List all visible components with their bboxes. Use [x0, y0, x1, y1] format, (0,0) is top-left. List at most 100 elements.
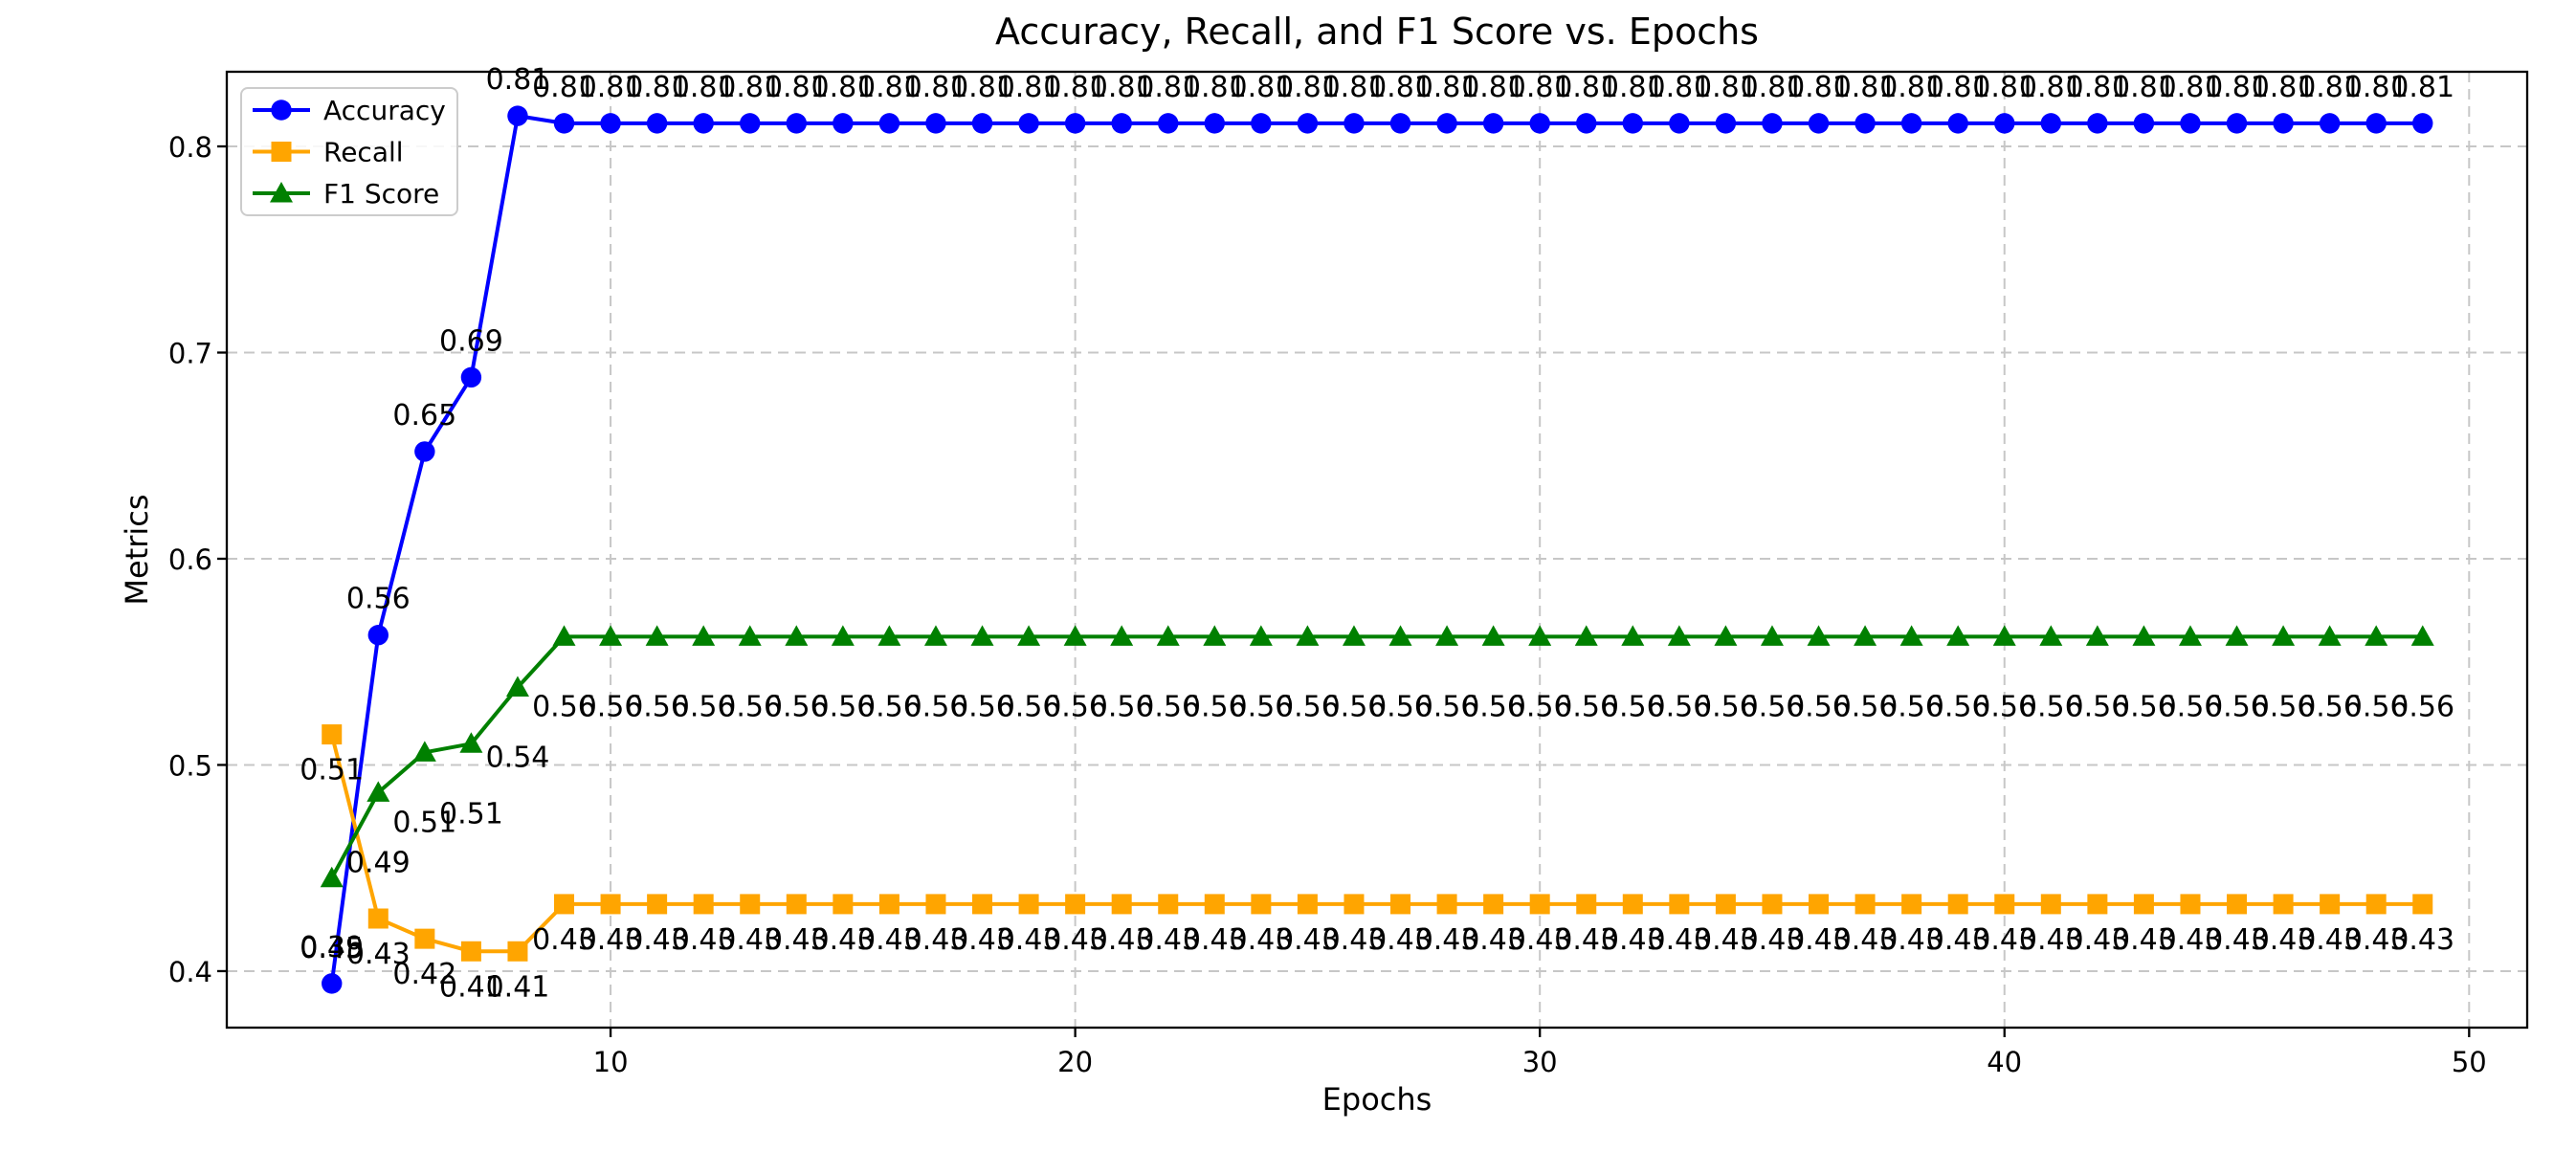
point-value-label: 0.56 [997, 690, 1061, 723]
point-value-label: 0.51 [439, 797, 503, 831]
point-value-label: 0.56 [1136, 690, 1200, 723]
point-value-label: 0.43 [1322, 923, 1387, 957]
point-value-label: 0.56 [950, 690, 1014, 723]
data-point-triangle [923, 625, 947, 646]
point-value-label: 0.56 [765, 690, 829, 723]
point-value-label: 0.56 [346, 583, 411, 616]
point-value-label: 0.56 [904, 690, 968, 723]
data-point-triangle [1667, 625, 1691, 646]
point-value-label: 0.56 [672, 690, 736, 723]
data-point-square [647, 894, 668, 915]
data-point-triangle [1435, 625, 1459, 646]
point-value-label: 0.56 [1183, 690, 1247, 723]
point-value-label: 0.81 [1322, 71, 1387, 104]
point-value-label: 0.81 [1787, 71, 1851, 104]
square-series-line [329, 734, 2423, 954]
data-point-circle [600, 113, 621, 134]
data-point-circle [2180, 113, 2201, 134]
data-point-circle [1622, 113, 1643, 134]
point-value-label: 0.81 [579, 71, 643, 104]
data-point-square [1901, 894, 1922, 915]
y-tick-label: 0.7 [168, 337, 212, 369]
data-point-square [322, 724, 343, 745]
data-point-triangle [831, 625, 855, 646]
data-point-circle [322, 973, 343, 994]
point-value-label: 0.43 [857, 923, 922, 957]
point-value-label: 0.49 [346, 846, 411, 879]
data-point-triangle [1899, 625, 1923, 646]
point-value-label: 0.56 [1508, 690, 1572, 723]
point-value-label: 0.81 [1415, 71, 1479, 104]
point-value-label: 0.43 [1090, 923, 1154, 957]
point-value-label: 0.43 [2298, 923, 2362, 957]
data-point-square [1251, 894, 1272, 915]
data-point-triangle [1528, 625, 1552, 646]
point-value-label: 0.81 [532, 71, 596, 104]
data-point-circle [2133, 113, 2155, 134]
point-value-label: 0.81 [1136, 71, 1200, 104]
point-value-label: 0.81 [2066, 71, 2130, 104]
point-value-label: 0.69 [439, 324, 503, 358]
point-value-label: 0.43 [1230, 923, 1294, 957]
point-value-label: 0.56 [1461, 690, 1525, 723]
data-point-circle [646, 113, 668, 134]
point-value-label: 0.81 [1368, 71, 1432, 104]
point-value-label: 0.81 [2252, 71, 2316, 104]
chart-title: Accuracy, Recall, and F1 Score vs. Epoch… [995, 11, 1759, 53]
data-point-square [2180, 894, 2201, 915]
data-point-square [1436, 894, 1457, 915]
data-point-triangle [2085, 625, 2109, 646]
point-value-label: 0.81 [1230, 71, 1294, 104]
data-point-circle [2087, 113, 2108, 134]
data-point-triangle [1063, 625, 1087, 646]
data-point-square [2320, 894, 2341, 915]
point-value-label: 0.51 [300, 754, 364, 787]
point-value-label: 0.56 [1741, 690, 1805, 723]
data-point-square [271, 142, 292, 162]
point-value-label: 0.81 [997, 71, 1061, 104]
data-point-circle [507, 105, 528, 126]
data-point-triangle [877, 625, 901, 646]
data-point-square [833, 894, 854, 915]
point-value-label: 0.43 [672, 923, 736, 957]
x-tick-label: 50 [2452, 1046, 2487, 1078]
point-value-label: 0.56 [2298, 690, 2362, 723]
point-value-label: 0.81 [1043, 71, 1107, 104]
point-value-label: 0.43 [1694, 923, 1758, 957]
point-value-label: 0.81 [1926, 71, 1990, 104]
data-point-circle [1669, 113, 1690, 134]
data-point-square [786, 894, 807, 915]
point-value-label: 0.43 [1926, 923, 1990, 957]
point-value-label: 0.43 [1415, 923, 1479, 957]
data-point-square [2040, 894, 2061, 915]
point-value-label: 0.43 [1368, 923, 1432, 957]
data-point-square [507, 941, 528, 962]
data-point-circle [925, 113, 946, 134]
ticks: 10 20 30 40 50 0.4 0.5 0.6 0.7 0.8 [168, 131, 2487, 1078]
point-value-label: 0.56 [1230, 690, 1294, 723]
point-value-label: 0.43 [1554, 923, 1618, 957]
point-value-label: 0.41 [486, 970, 550, 1004]
y-axis-label: Metrics [119, 494, 155, 605]
data-point-circle [833, 113, 854, 134]
point-value-label: 0.56 [1322, 690, 1387, 723]
data-point-square [1576, 894, 1597, 915]
data-point-circle [971, 113, 993, 134]
data-point-square [1018, 894, 1039, 915]
data-point-triangle [1807, 625, 1831, 646]
point-value-label: 0.56 [2066, 690, 2130, 723]
data-point-circle [2319, 113, 2341, 134]
point-value-label: 0.56 [1554, 690, 1618, 723]
point-value-label: 0.43 [346, 938, 411, 971]
data-point-circle [1204, 113, 1225, 134]
data-point-triangle [552, 625, 576, 646]
point-value-label: 0.43 [2159, 923, 2223, 957]
point-value-label: 0.54 [486, 741, 550, 774]
data-point-circle [693, 113, 714, 134]
axes-spines [225, 70, 2529, 1030]
y-tick-label: 0.5 [168, 749, 212, 782]
data-point-square [1762, 894, 1783, 915]
data-point-triangle [1992, 625, 2016, 646]
data-point-triangle [2272, 625, 2296, 646]
legend-label: Recall [323, 137, 404, 168]
